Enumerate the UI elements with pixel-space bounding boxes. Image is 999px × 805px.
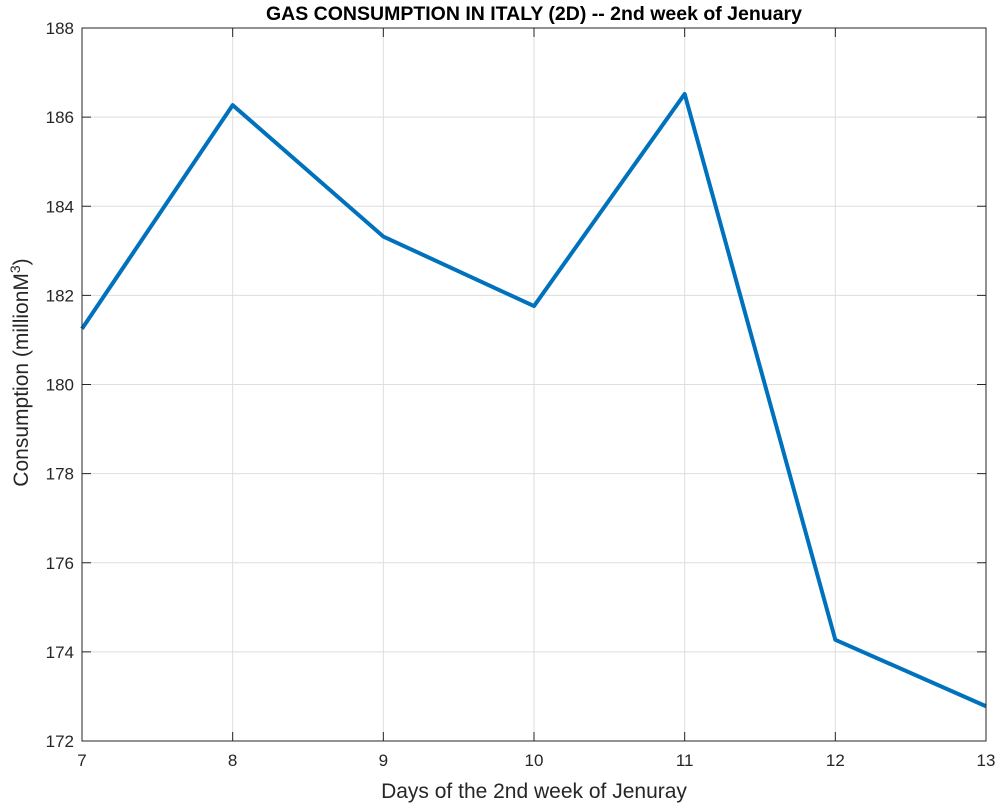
x-tick-label: 13	[977, 751, 996, 770]
data-point	[683, 92, 687, 96]
y-tick-label: 178	[46, 465, 74, 484]
grid	[81, 27, 987, 742]
x-tick-label: 10	[525, 751, 544, 770]
y-tick-label: 174	[46, 643, 74, 662]
y-tick-label: 180	[46, 376, 74, 395]
y-tick-label: 188	[46, 19, 74, 38]
x-tick-label: 9	[379, 751, 388, 770]
data-point	[532, 304, 536, 308]
data-point	[231, 103, 235, 107]
y-tick-label: 186	[46, 108, 74, 127]
y-tick-label: 184	[46, 197, 74, 216]
series-line-1	[80, 91, 987, 709]
y-axis-label-close: )	[10, 258, 33, 265]
data-point	[833, 638, 837, 642]
x-tick-label: 12	[826, 751, 845, 770]
y-axis-label: Consumption (millionM3)	[7, 258, 33, 486]
chart-title: GAS CONSUMPTION IN ITALY (2D) -- 2nd wee…	[266, 3, 802, 25]
x-tick-label: 7	[77, 751, 86, 770]
y-axis-label-superscript: 3	[7, 265, 23, 273]
ticks: 7 8 9 10 11 12 13 172 174 176 178 180 182 184 186 188	[46, 19, 996, 770]
x-tick-label: 8	[228, 751, 237, 770]
data-point	[381, 235, 385, 239]
y-tick-label: 176	[46, 554, 74, 573]
x-tick-label: 11	[676, 751, 694, 770]
series-layer	[80, 91, 987, 709]
y-tick-label: 182	[46, 286, 74, 305]
x-axis-label: Days of the 2nd week of Jenuray	[381, 780, 687, 803]
y-tick-label: 172	[46, 732, 74, 751]
y-axis-label-main: Consumption (millionM	[10, 273, 33, 487]
